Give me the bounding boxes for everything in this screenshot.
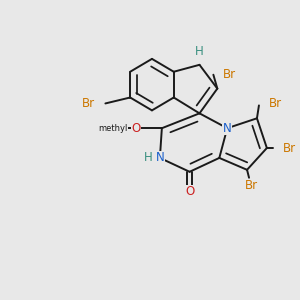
Text: Br: Br xyxy=(269,97,282,110)
Text: O: O xyxy=(131,122,141,135)
Text: Br: Br xyxy=(82,97,95,110)
Text: O: O xyxy=(185,185,194,198)
Text: N: N xyxy=(155,152,164,164)
Text: Br: Br xyxy=(223,68,236,81)
Text: Br: Br xyxy=(283,142,296,154)
Text: H: H xyxy=(144,152,152,164)
Text: N: N xyxy=(223,122,232,135)
Text: methyl: methyl xyxy=(99,124,128,133)
Text: Br: Br xyxy=(244,179,258,192)
Text: H: H xyxy=(195,45,204,58)
